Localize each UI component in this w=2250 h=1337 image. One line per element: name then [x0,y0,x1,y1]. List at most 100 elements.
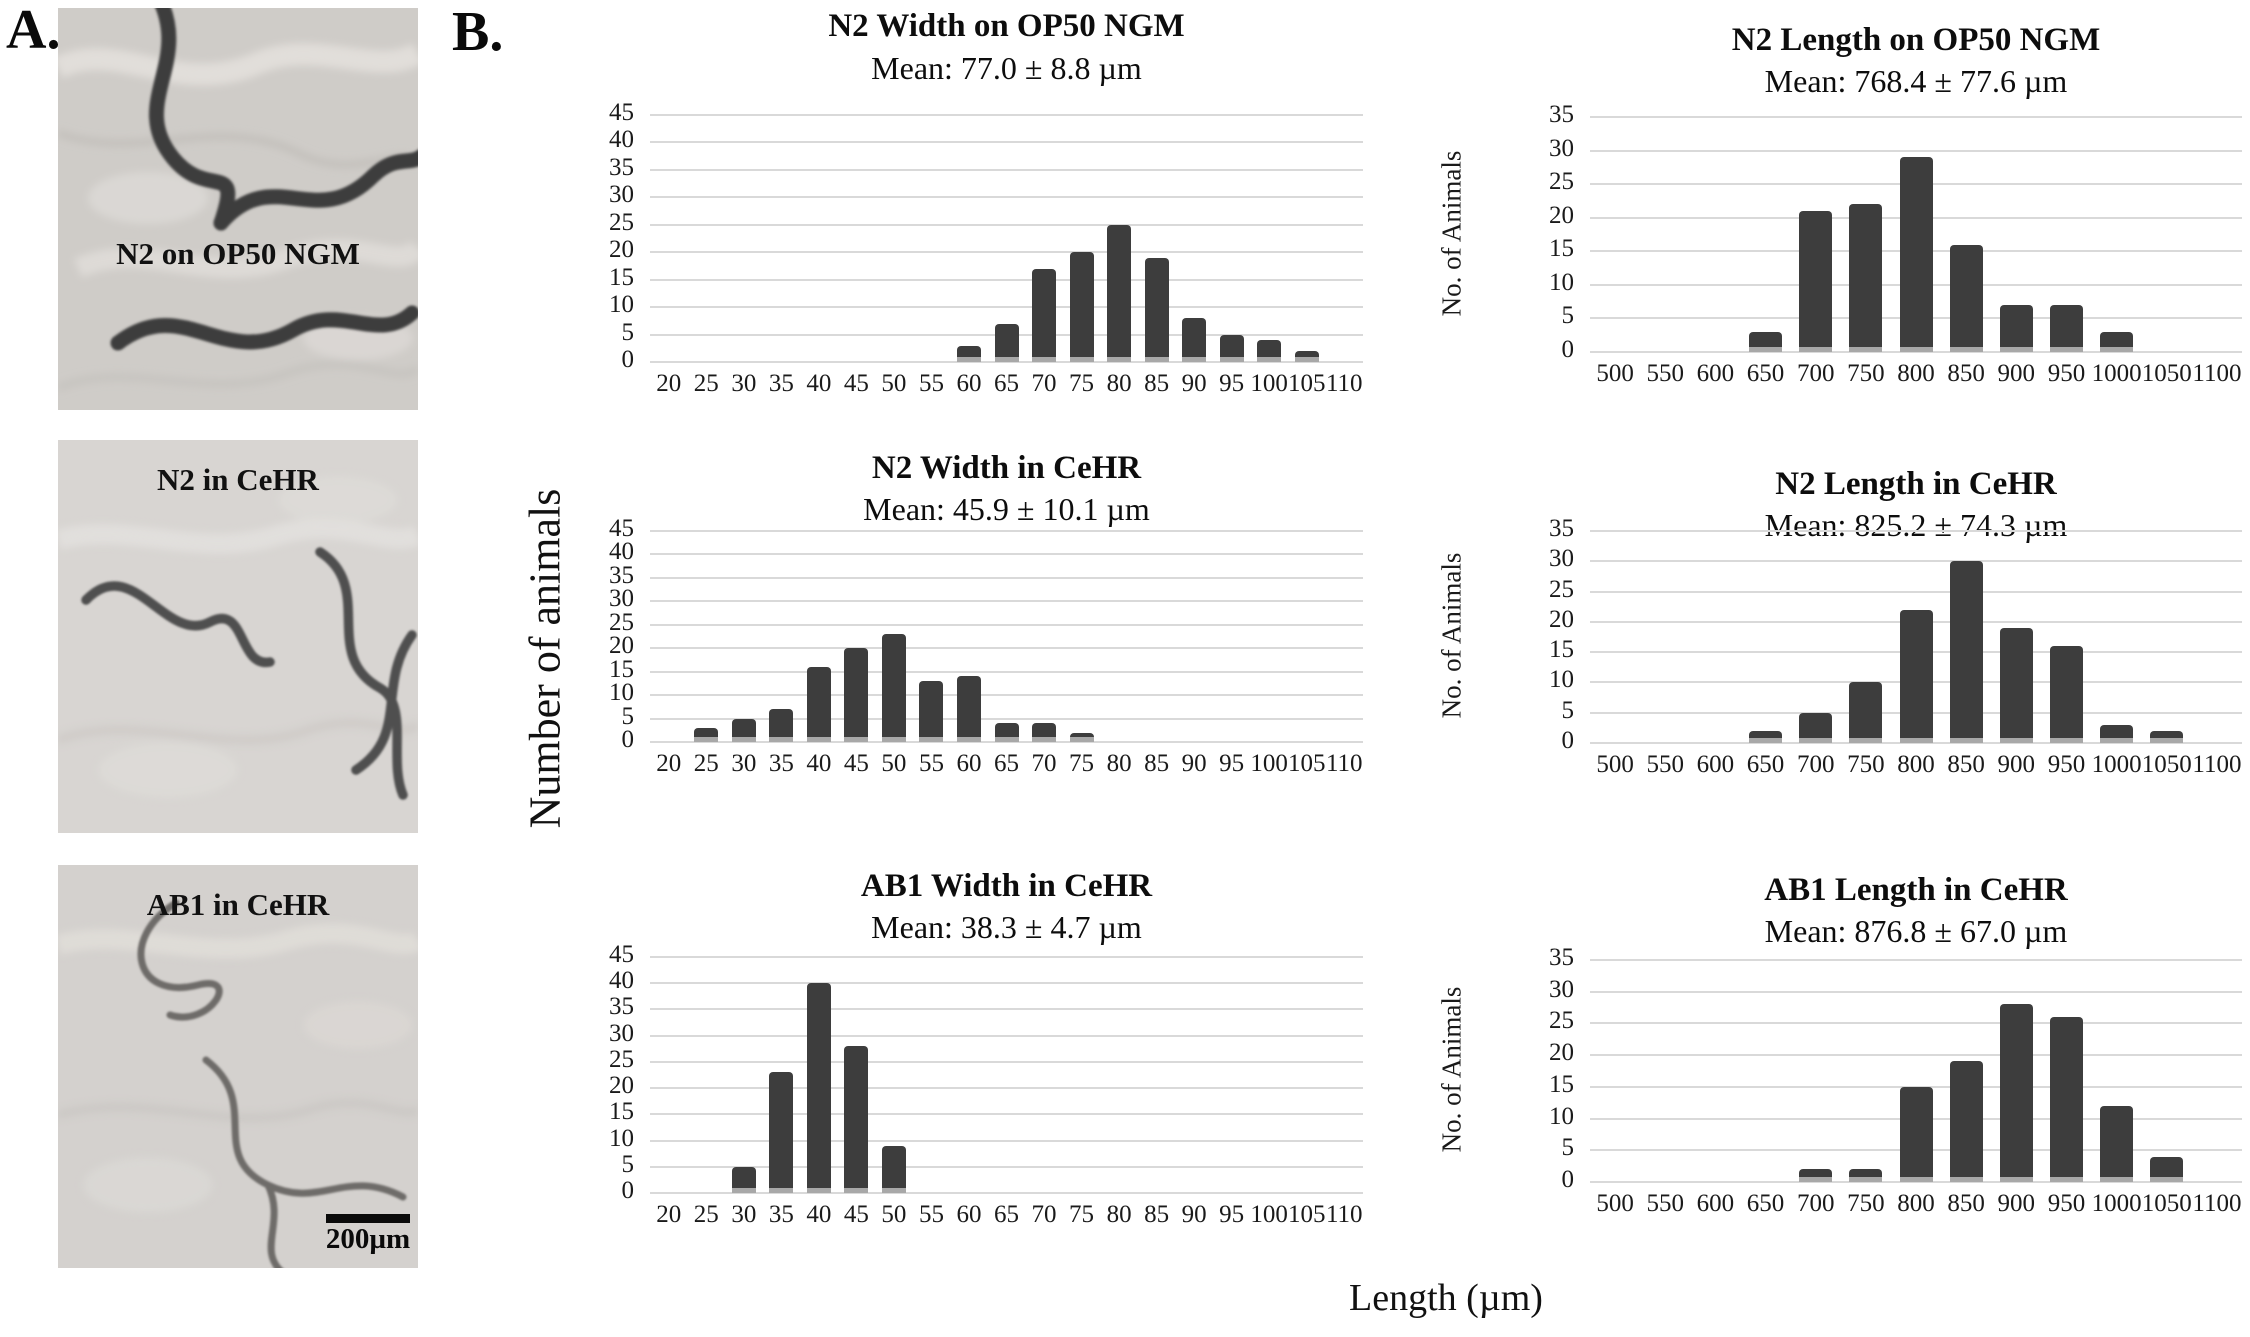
x-tick-label: 650 [1746,1190,1785,1217]
x-tick-label: 45 [843,1201,869,1228]
gridline [650,278,1363,281]
micrograph-label-n2-cehr: N2 in CeHR [157,462,319,497]
chart-subtitle: Mean: 45.9 ± 10.1 µm [863,491,1150,527]
x-tick-label: 70 [1031,1201,1057,1228]
x-tick-label: 100 [1250,1201,1288,1228]
x-tick-label: 850 [1947,751,1985,778]
x-tick-label: 850 [1947,360,1985,387]
gridline [1590,959,2242,961]
gridline [650,530,1363,532]
gridline [650,600,1363,603]
bar-base [1999,347,2033,352]
chart-title: N2 Length in CeHR [1775,466,2057,502]
x-tick-label: 30 [731,1201,757,1228]
micrograph-illustration [58,440,418,833]
y-tick-label: 25 [609,608,634,636]
bar-base [956,737,981,742]
histogram-bar [1799,211,1833,352]
gridline [650,196,1363,199]
bar-base [2049,738,2083,743]
y-tick-label: 0 [621,726,635,753]
gridline [650,670,1363,673]
bar-base [956,357,981,362]
x-tick-label: 35 [768,1201,794,1228]
y-tick-label: 25 [609,208,634,236]
gridline [650,982,1363,985]
y-tick-label: 30 [609,1019,634,1047]
bar-base [1899,1177,1933,1182]
x-tick-label: 1050 [2141,360,2192,387]
gridline [1590,1181,2242,1183]
x-tick-label: 850 [1947,1190,1985,1217]
gridline [650,251,1363,254]
bar-base [769,737,794,742]
x-tick-label: 550 [1646,751,1684,778]
x-tick-label: 85 [1144,750,1170,777]
gridline [1590,530,2242,532]
x-tick-label: 100 [1250,750,1288,777]
y-tick-label: 10 [609,679,634,707]
bar-base [1144,357,1169,362]
y-tick-label: 25 [1549,168,1574,196]
histogram-bar [1949,1061,1983,1182]
x-tick-label: 1100 [2192,360,2242,387]
bar-base [2100,347,2134,352]
histogram-bar [1949,244,1983,352]
y-tick-label: 20 [1549,605,1574,633]
bar-base [2100,1177,2134,1182]
bar-base [694,737,719,742]
bar-base [844,1188,869,1193]
x-tick-label: 1050 [2141,751,2192,778]
x-tick-label: 90 [1181,1201,1207,1228]
x-tick-label: 800 [1897,1190,1935,1217]
histogram-bar [1949,561,1983,743]
bar-base [1999,738,2033,743]
micrograph-label-ab1-cehr: AB1 in CeHR [146,887,330,922]
x-tick-label: 40 [806,370,832,397]
x-tick-label: 950 [2047,1190,2086,1217]
bar-base [881,737,906,742]
x-tick-label: 45 [843,750,869,777]
y-tick-label: 5 [1561,696,1575,724]
y-tick-label: 30 [609,181,634,209]
x-tick-label: 65 [994,750,1019,777]
x-tick-label: 1000 [2091,360,2142,387]
bar-base [1849,1177,1883,1182]
histogram-bar [731,718,756,742]
histogram-bar [806,983,831,1193]
histogram-bar [2049,1017,2083,1182]
x-tick-label: 25 [693,1201,719,1228]
x-tick-label: 600 [1696,1190,1735,1217]
x-tick-label: 500 [1596,751,1634,778]
chart-subtitle: Mean: 825.2 ± 74.3 µm [1764,507,2068,543]
gridline [650,741,1363,743]
histogram-bar [2049,646,2083,743]
y-tick-label: 35 [1549,944,1574,971]
histogram-bar [1849,682,1883,743]
x-tick-label: 550 [1646,1190,1684,1217]
x-tick-label: 35 [768,750,794,777]
x-tick-label: 60 [956,1201,982,1228]
y-tick-label: 30 [1549,134,1574,162]
x-tick-label: 700 [1796,751,1835,778]
x-tick-label: 95 [1219,1201,1245,1228]
micrograph-illustration [58,8,418,410]
gridline [1590,590,2242,593]
bar-base [1999,1177,2033,1182]
x-axis-label: Length (µm) [1349,1277,1543,1319]
x-tick-label: 80 [1106,750,1132,777]
gridline [650,223,1363,226]
y-tick-label: 20 [1549,1039,1574,1067]
x-tick-label: 1100 [2192,751,2242,778]
x-tick-label: 85 [1144,370,1170,397]
x-tick-label: 70 [1031,370,1057,397]
y-tick-label: 15 [609,1098,634,1126]
gridline [650,168,1363,171]
x-tick-label: 60 [956,750,982,777]
bar-base [1219,357,1244,362]
gridline [650,694,1363,697]
x-tick-label: 105 [1287,750,1326,777]
gridline [1590,990,2242,993]
y-tick-label: 25 [609,1045,634,1073]
x-tick-label: 40 [806,750,832,777]
